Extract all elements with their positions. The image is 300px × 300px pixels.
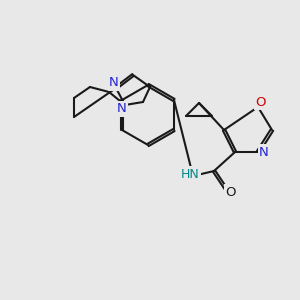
Text: O: O xyxy=(225,185,235,199)
Text: N: N xyxy=(117,103,127,116)
Text: O: O xyxy=(255,95,265,109)
Text: N: N xyxy=(109,76,119,89)
Text: HN: HN xyxy=(181,167,200,181)
Text: N: N xyxy=(259,146,269,158)
